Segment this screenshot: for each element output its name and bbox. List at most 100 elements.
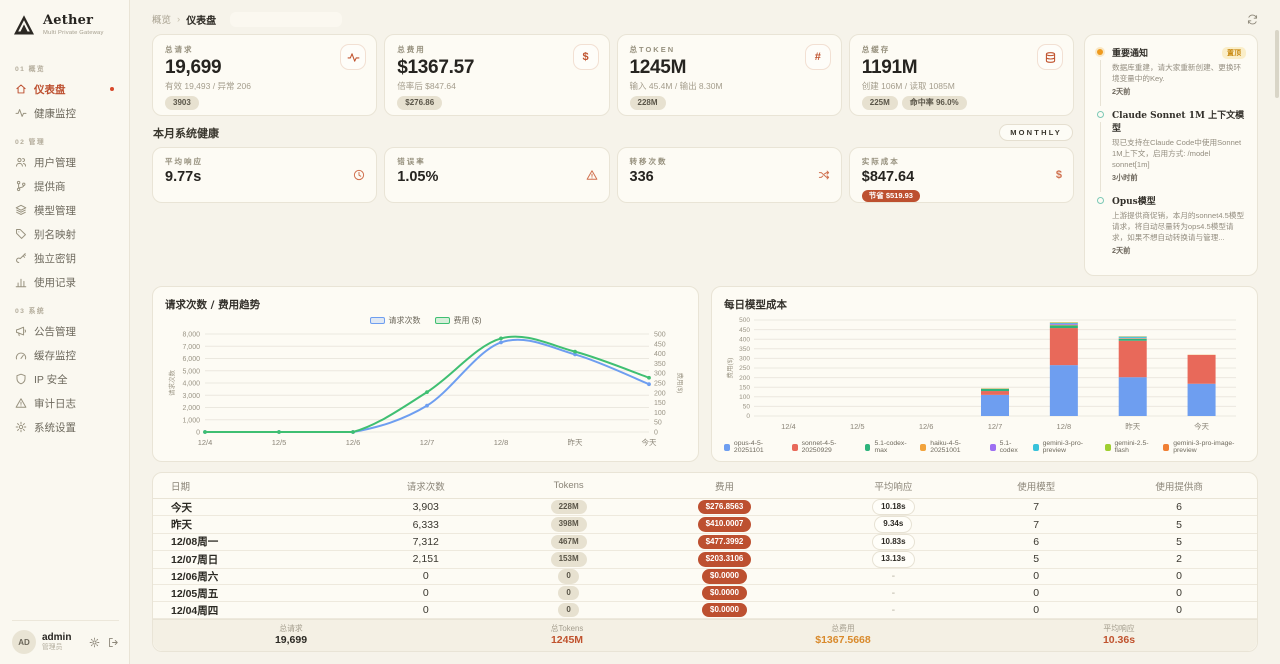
sidebar-item-layers[interactable]: 模型管理 [12,198,119,222]
stat-card-badges: 228M [629,96,829,111]
cell-date: 12/08周一 [171,536,219,549]
cell-tokens: 398M [504,517,634,532]
scrollbar-thumb[interactable] [1275,30,1279,98]
breadcrumb-root[interactable]: 概览 [152,15,172,26]
legend-item-bar-3[interactable]: haiku-4-5-20251001 [920,440,981,454]
stat-card-database: 总缓存 1191M 创建 106M / 读取 1085M 225M 命中率 96.0% [848,34,1074,116]
hash-icon: # [804,44,831,70]
legend-swatch [1104,443,1111,451]
health-card-label: 平均响应 [165,157,203,166]
notification-dot [110,87,114,91]
health-card-clock: 平均响应 9.77s [152,147,378,203]
legend-item-bar-4[interactable]: 5.1-codex [989,440,1025,454]
legend-label: sonnet-4-5-20250929 [801,440,837,454]
home-icon [15,83,27,95]
legend-label: 费用 ($) [453,315,482,325]
announcement-item[interactable]: 重要通知 置顶 数据库重建，请大家重新创建、更换环境变量中的Key. 2天前 [1097,46,1246,106]
cell-providers: 2 [1176,553,1182,566]
footer-stat-value: $1367.5668 [815,633,871,646]
logout-icon[interactable] [108,637,119,648]
announcement-header: 重要通知 置顶 [1112,46,1246,59]
announcement-body: 数据库重建，请大家重新创建、更换环境变量中的Key. [1112,63,1242,83]
legend-item-bar-1[interactable]: sonnet-4-5-20250929 [791,440,857,454]
cost-badge: $410.0007 [697,517,752,532]
table-header-cell: 请求次数 [406,481,445,493]
chart-icon [15,276,27,288]
sidebar-item-tag[interactable]: 别名映射 [12,222,119,246]
sidebar-item-branch[interactable]: 提供商 [12,174,119,198]
sidebar-item-pulse[interactable]: 健康监控 [12,101,119,125]
legend-item-bar-6[interactable]: gemini-2.5-flash [1104,440,1156,454]
refresh-icon[interactable] [1247,14,1258,25]
legend-item-line-0[interactable]: 请求次数 [369,315,421,326]
gear-icon [15,421,27,433]
tokens-badge: 153M [550,552,587,567]
legend-item-bar-2[interactable]: 5.1-codex-max [864,440,913,454]
sidebar-item-gauge[interactable]: 缓存监控 [12,343,119,367]
charts-row: 请求次数 / 费用趋势 请求次数 费用 ($) 0 1,000 2,000 3,000 4… [152,286,1258,462]
key-icon [15,252,27,264]
cell-requests: 2,151 [412,553,439,566]
stat-card-dollar: 总费用 $1367.57 倍率后 $847.64 $276.86 $ [384,34,610,116]
svg-text:50: 50 [654,420,662,427]
table-body: 今天 3,903 228M $276.8563 10.18s 7 6 昨天 6,333 398M $… [153,499,1257,619]
svg-text:450: 450 [654,341,666,348]
sidebar-item-home[interactable]: 仪表盘 [12,77,119,101]
brand-logo-icon [12,13,36,42]
svg-text:0: 0 [746,413,750,420]
cell-response: - [815,587,971,599]
stat-badge: 225M [861,96,898,111]
user-row: AD admin 管理员 [12,620,119,654]
svg-text:2,000: 2,000 [182,405,200,412]
stat-card-value: 19,699 [165,57,222,78]
svg-text:12/7: 12/7 [988,422,1003,431]
cell-models: 6 [1033,535,1040,548]
cell-date: 12/04周四 [171,604,219,617]
health-card-dollar: 实际成本 $847.64 节省 $519.93 $ [848,147,1074,203]
legend-item-bar-7[interactable]: gemini-3-pro-image-preview [1163,440,1245,454]
legend-label: haiku-4-5-20251001 [930,440,961,454]
sidebar-item-gear[interactable]: 系统设置 [12,415,119,439]
announcement-title: Opus模型 [1112,197,1156,207]
stat-card-subtext: 倍率后 $847.64 [397,81,456,91]
settings-gear-icon[interactable] [89,637,100,648]
sidebar-item-alert[interactable]: 审计日志 [12,391,119,415]
table-header-cell: Tokens [553,480,584,491]
sidebar-item-key[interactable]: 独立密钥 [12,246,119,270]
legend-swatch [1163,443,1170,451]
sidebar-item-chart[interactable]: 使用记录 [12,270,119,294]
legend-item-bar-5[interactable]: gemini-3-pro-preview [1032,440,1097,454]
stat-card-value: $1367.57 [397,57,475,78]
sidebar-item-label: 公告管理 [34,325,76,338]
announcement-item[interactable]: Claude Sonnet 1M 上下文模型 现已支持在Claude Code中使… [1097,108,1246,192]
sidebar-item-megaphone[interactable]: 公告管理 [12,319,119,343]
response-dash: - [891,570,896,583]
svg-text:12/6: 12/6 [919,422,934,431]
announcement-title: Claude Sonnet 1M 上下文模型 [1112,111,1245,134]
svg-text:8,000: 8,000 [182,332,200,339]
svg-text:300: 300 [654,371,666,378]
tokens-badge: 398M [550,517,587,532]
pulse-icon [340,44,367,70]
response-badge: 10.83s [872,533,915,551]
users-icon [15,156,27,168]
sidebar-item-users[interactable]: 用户管理 [12,150,119,174]
legend-item-line-1[interactable]: 费用 ($) [434,315,482,326]
cell-models: 0 [1033,570,1040,583]
sidebar-item-shield[interactable]: IP 安全 [12,367,119,391]
legend-item-bar-0[interactable]: opus-4-5-20251101 [724,440,784,454]
main-content: 概览 › 仪表盘 总请求 19,699 有效 19,493 / 异常 206 3903… [130,0,1280,664]
announcement-item[interactable]: Opus模型 上游提供商促销，本月的sonnet4.5模型请求，将自动尽量转为op… [1097,194,1246,256]
svg-text:450: 450 [739,327,750,334]
brand: Aether Multi Private Gateway [12,13,119,42]
bar-chart-legend: opus-4-5-20251101 sonnet-4-5-20250929 5.1-… [724,440,1245,454]
announcement-header: Claude Sonnet 1M 上下文模型 [1112,108,1246,134]
health-card-value: 9.77s [165,169,202,185]
stat-card-badges: 3903 [165,96,364,111]
health-card-row: 平均响应 9.77s 错误率 1.05% 转移次数 336 实际成本 $847.64 节省 $5… [152,147,1074,203]
svg-text:150: 150 [654,400,666,407]
health-card-alert: 错误率 1.05% [384,147,610,203]
line-chart-title: 请求次数 / 费用趋势 [165,299,261,311]
cost-badge: $203.3106 [697,552,752,567]
